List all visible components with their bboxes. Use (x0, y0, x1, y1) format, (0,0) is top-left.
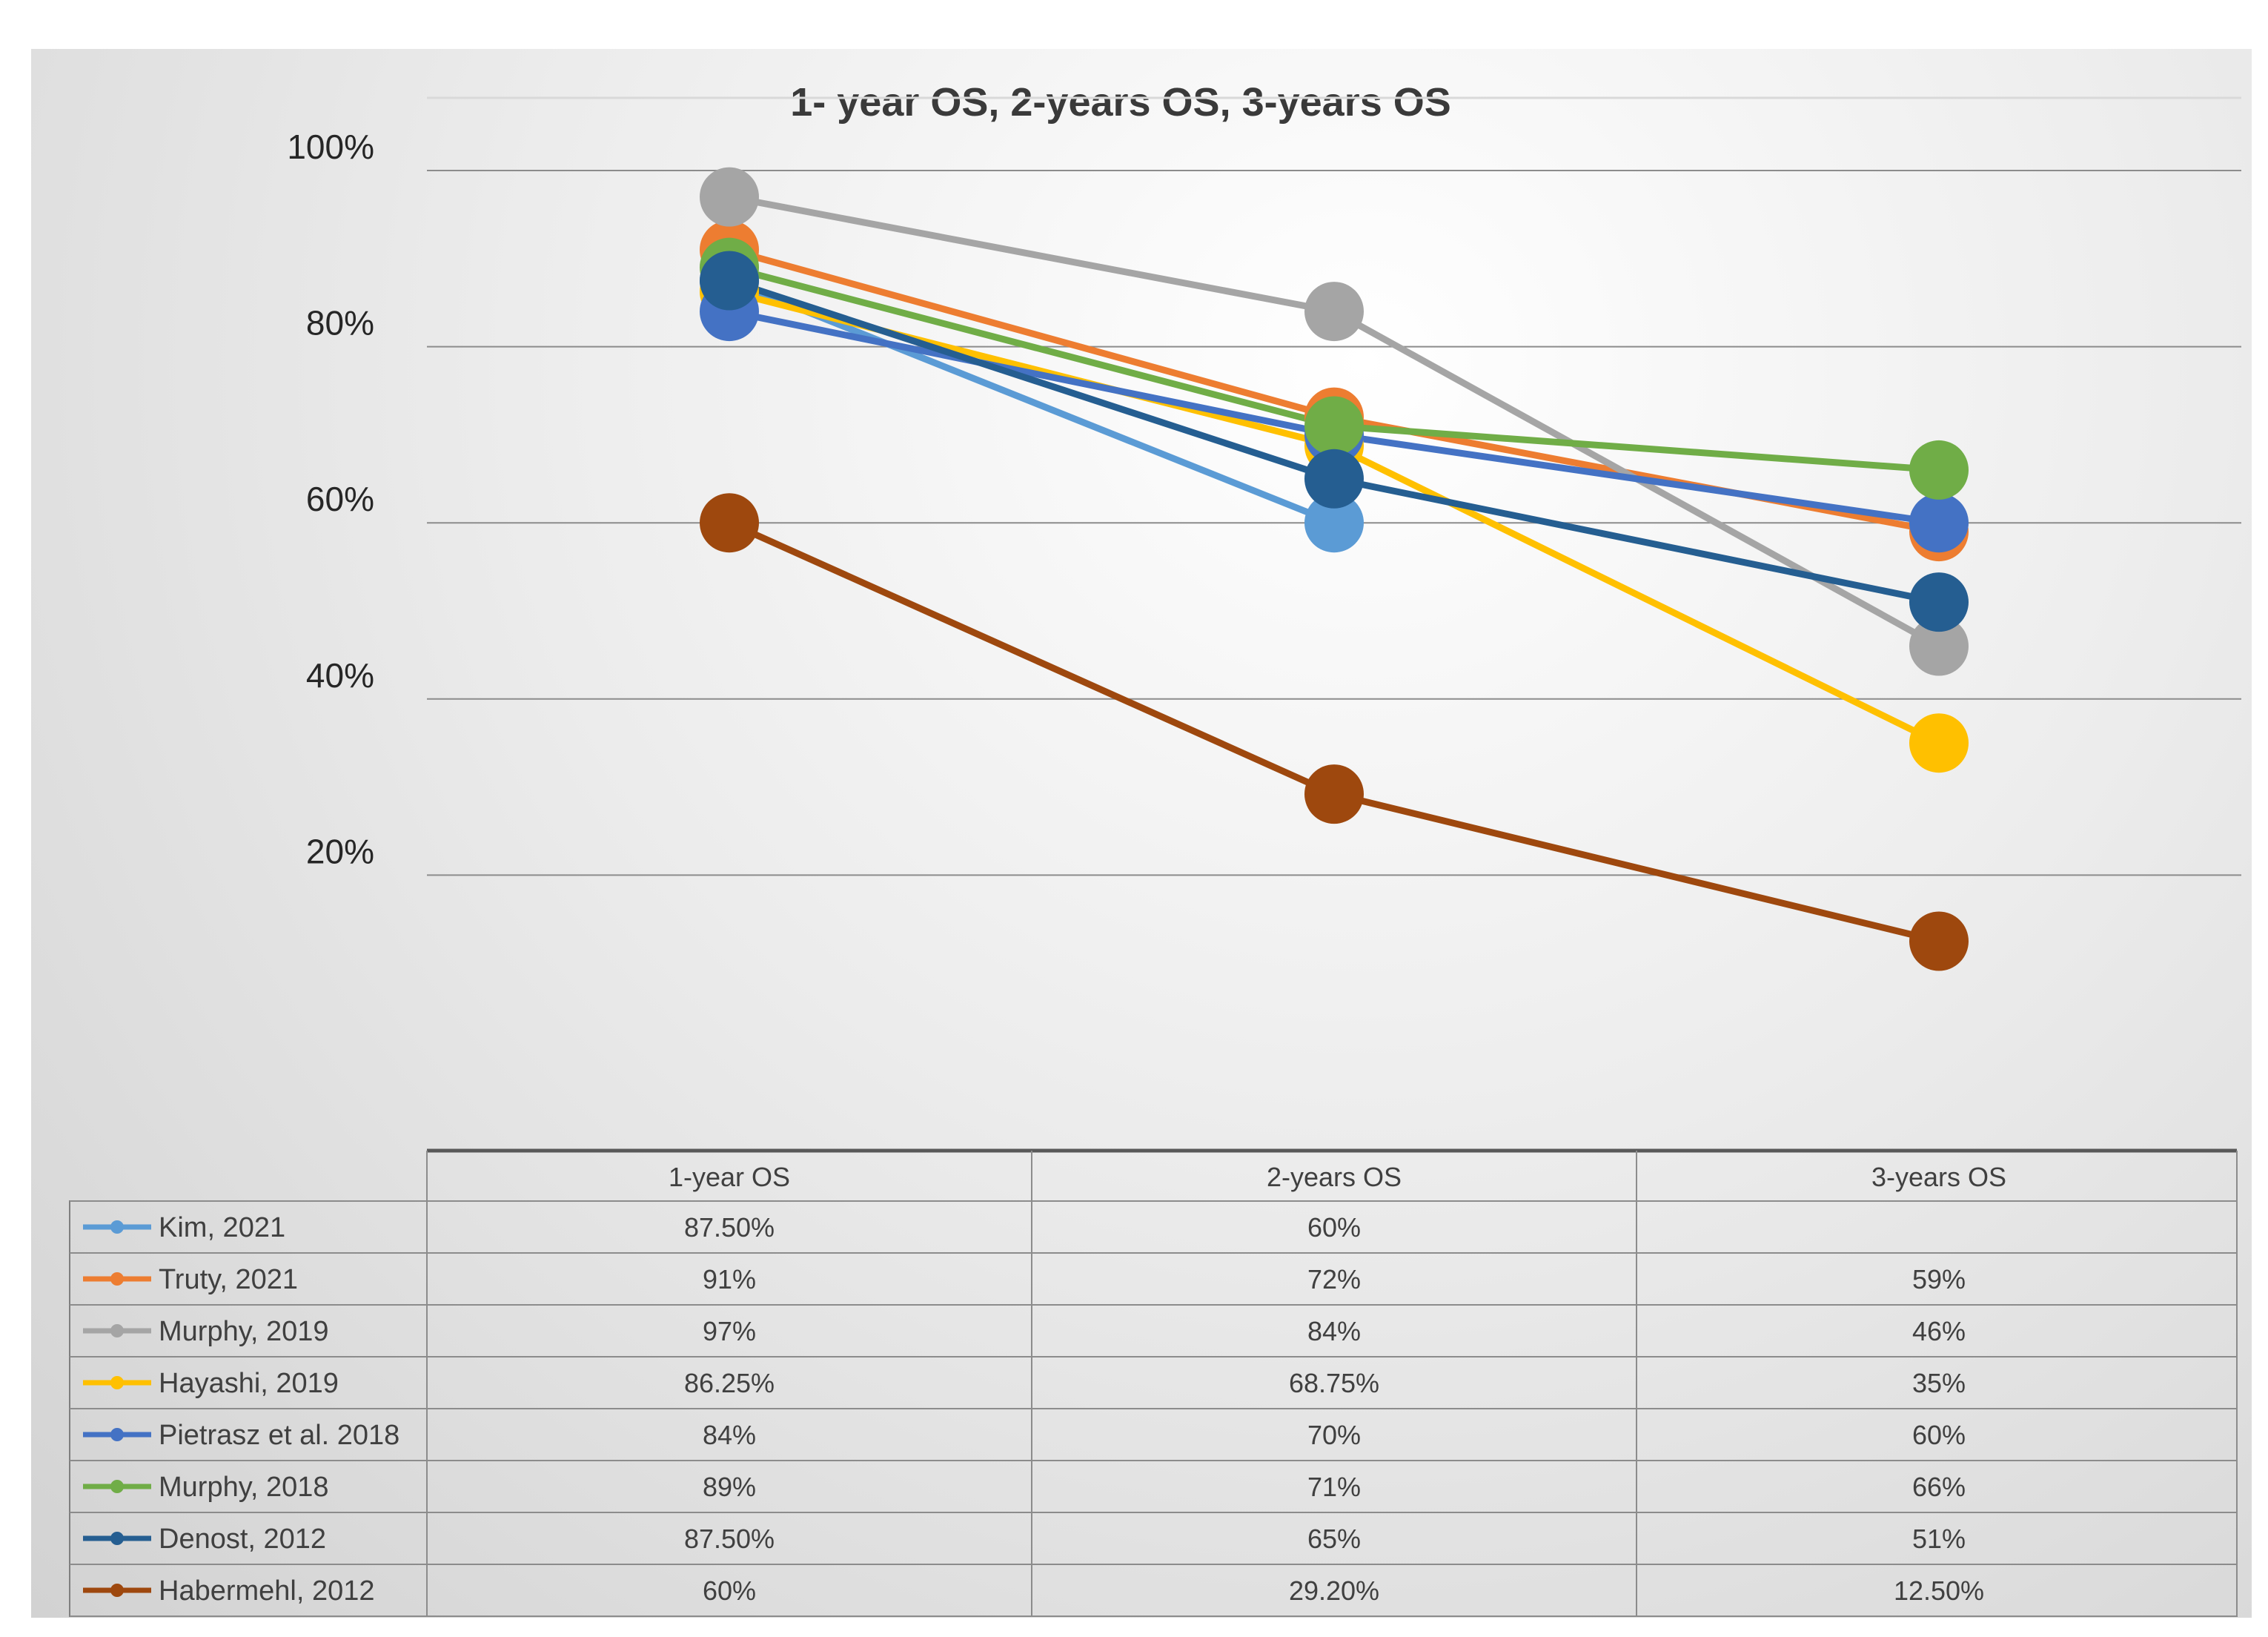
data-label: 91% (703, 1264, 756, 1294)
line-chart: 1- year OS, 2-years OS, 3-years OS 20% 40… (69, 80, 2241, 1617)
series-name: Truty, 2021 (159, 1264, 298, 1295)
data-label: 59% (1912, 1264, 1966, 1294)
data-label: 89% (703, 1472, 756, 1502)
column-header: 3-years OS (1871, 1162, 2006, 1192)
data-point (1304, 282, 1364, 342)
data-label: 84% (703, 1420, 756, 1450)
data-point (1909, 572, 1969, 632)
y-tick-label: 20% (306, 832, 374, 870)
data-label: 71% (1307, 1472, 1361, 1502)
series-name: Hayashi, 2019 (159, 1368, 339, 1399)
data-point (700, 493, 759, 553)
data-label: 66% (1912, 1472, 1966, 1502)
data-label: 60% (1912, 1420, 1966, 1450)
series-name: Murphy, 2018 (159, 1472, 329, 1503)
y-tick-label: 100% (287, 128, 374, 166)
data-label: 51% (1912, 1524, 1966, 1554)
data-point (1909, 493, 1969, 553)
data-point (700, 167, 759, 227)
series-line (728, 520, 1940, 945)
series-name: Kim, 2021 (159, 1212, 285, 1243)
legend-marker (110, 1376, 124, 1389)
data-point (1909, 713, 1969, 773)
series-name: Murphy, 2019 (159, 1316, 329, 1347)
chart-title: 1- year OS, 2-years OS, 3-years OS (790, 80, 1451, 125)
data-label: 84% (1307, 1316, 1361, 1346)
legend-marker (110, 1272, 124, 1286)
column-header: 1-year OS (669, 1162, 790, 1192)
chart-area: 1- year OS, 2-years OS, 3-years OS 20% 40… (31, 49, 2252, 1618)
data-label: 97% (703, 1316, 756, 1346)
data-label: 87.50% (684, 1212, 775, 1243)
legend-marker (110, 1428, 124, 1441)
data-point (700, 251, 759, 311)
column-header: 2-years OS (1267, 1162, 1402, 1192)
series-name: Pietrasz et al. 2018 (159, 1420, 399, 1451)
y-tick-label: 60% (306, 480, 374, 518)
data-label: 46% (1912, 1316, 1966, 1346)
data-label: 70% (1307, 1420, 1361, 1450)
data-point (1304, 493, 1364, 553)
data-label: 60% (703, 1575, 756, 1606)
data-label: 68.75% (1289, 1368, 1379, 1398)
data-label: 86.25% (684, 1368, 775, 1398)
data-label: 12.50% (1894, 1575, 1984, 1606)
data-point (1909, 911, 1969, 971)
legend-marker (110, 1532, 124, 1545)
data-label: 35% (1912, 1368, 1966, 1398)
data-label: 87.50% (684, 1524, 775, 1554)
data-point (1304, 764, 1364, 824)
legend-marker (110, 1584, 124, 1597)
y-tick-label: 40% (306, 656, 374, 695)
data-point (1909, 616, 1969, 676)
series-name: Denost, 2012 (159, 1524, 326, 1555)
data-point (1909, 440, 1969, 500)
data-point (1304, 396, 1364, 456)
series-name: Habermehl, 2012 (159, 1575, 375, 1607)
data-label: 60% (1307, 1212, 1361, 1243)
data-label: 65% (1307, 1524, 1361, 1554)
data-point (1304, 449, 1364, 509)
legend-marker (110, 1324, 124, 1337)
y-tick-label: 80% (306, 304, 374, 343)
series-line (728, 277, 1336, 526)
data-label: 72% (1307, 1264, 1361, 1294)
legend-marker (110, 1480, 124, 1493)
data-label: 29.20% (1289, 1575, 1379, 1606)
legend-marker (110, 1220, 124, 1234)
